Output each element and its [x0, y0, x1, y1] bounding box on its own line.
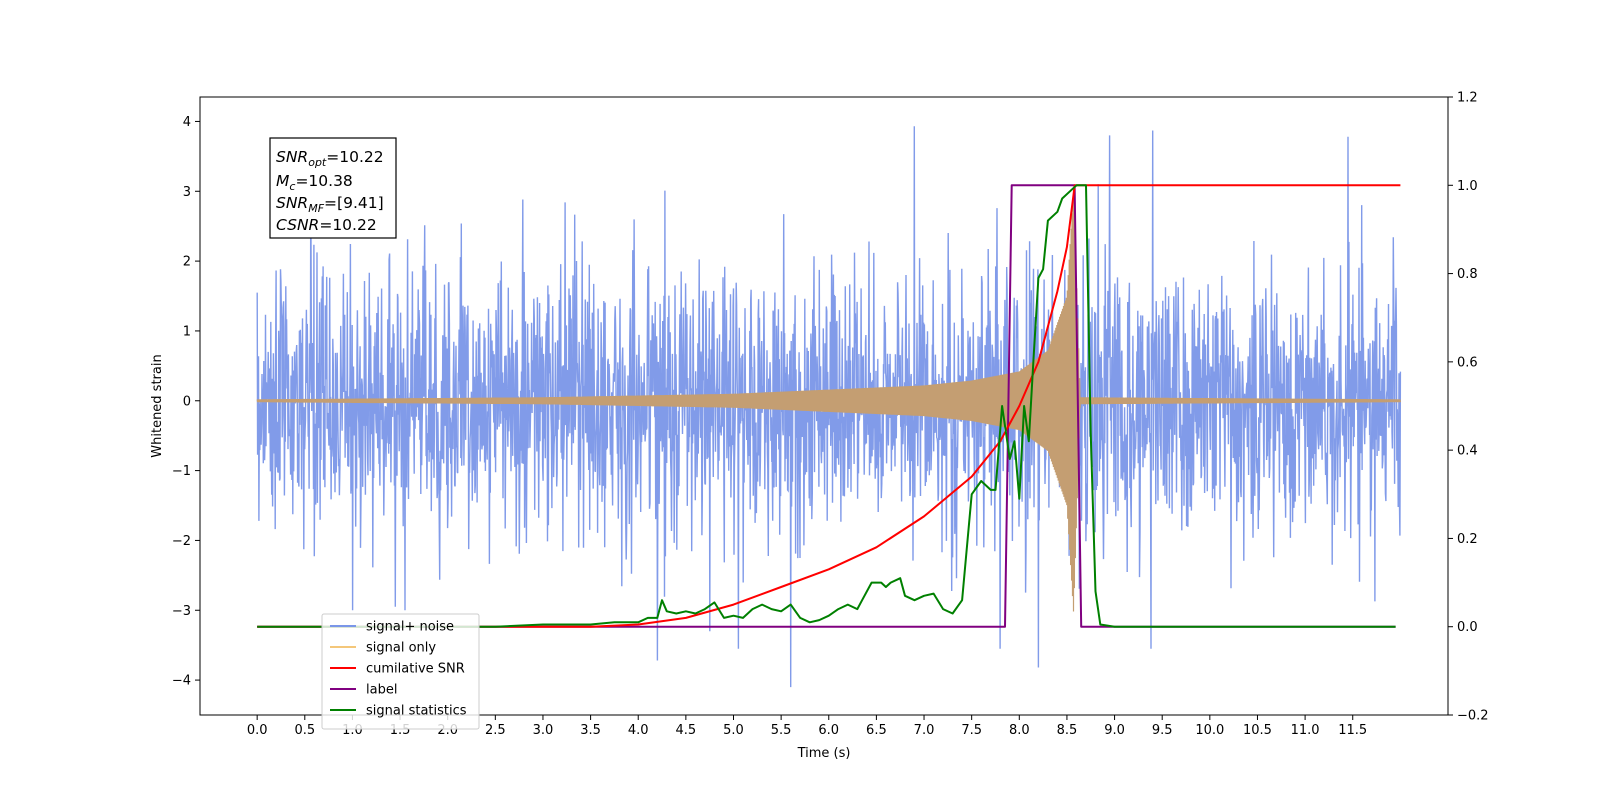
signal-only-series: [256, 197, 1401, 612]
x-tick-label: 4.0: [628, 723, 649, 738]
legend-entry-label: signal only: [366, 641, 436, 656]
y2-tick-label: −0.2: [1457, 709, 1489, 724]
y-tick-label: 4: [183, 115, 191, 130]
y-axis-label: Whitened strain: [150, 354, 165, 457]
x-tick-label: 9.5: [1152, 723, 1173, 738]
x-tick-label: 11.5: [1338, 723, 1367, 738]
x-tick-label: 11.0: [1291, 723, 1320, 738]
legend-frame: [321, 613, 480, 730]
axes: 0.0 0.5 1.0 1.5 2.0 2.5 3.0 3.5 4.0 4.5 5.0 5.5 6.0 6…: [150, 91, 1489, 762]
snr-opt-text: SNRopt=10.22: [276, 148, 384, 169]
x-tick-label: 0.0: [247, 723, 268, 738]
y-tick-label: 0: [183, 394, 191, 409]
x-tick-label: 8.0: [1009, 723, 1030, 738]
y2-tick-label: 0.8: [1457, 267, 1478, 282]
snr-info-box: SNRopt=10.22 Mc=10.38 SNRMF=[9.41] CSNR=…: [269, 137, 397, 239]
x-tick-label: 3.5: [580, 723, 601, 738]
signal-only-line: [256, 197, 1401, 612]
plot-frame: [199, 96, 1449, 716]
snr-mf-text: SNRMF=[9.41]: [276, 194, 384, 215]
cumulative-snr-line: [257, 184, 1401, 628]
x-tick-label: 10.0: [1195, 723, 1224, 738]
legend-entry-label: cumilative SNR: [366, 662, 465, 677]
signal-noise-series: [256, 126, 1402, 688]
x-tick-label: 10.5: [1243, 723, 1272, 738]
y2-tick-label: 1.2: [1457, 91, 1478, 106]
x-tick-label: 7.0: [914, 723, 935, 738]
y2-tick-label: 0.2: [1457, 532, 1478, 547]
x-tick-label: 6.5: [866, 723, 887, 738]
x-tick-label: 0.5: [294, 723, 315, 738]
legend-entry-label: signal+ noise: [366, 620, 454, 635]
snr-info-box-frame: [269, 137, 397, 239]
signal-statistics-line: [257, 184, 1396, 628]
y2-tick-label: 0.6: [1457, 355, 1478, 370]
chirp-mass-text: Mc=10.38: [276, 172, 353, 193]
signal-noise-line: [256, 126, 1402, 688]
x-tick-label: 6.0: [818, 723, 839, 738]
x-tick-label: 2.5: [485, 723, 506, 738]
y-tick-label: −3: [172, 604, 191, 619]
y-tick-label: 1: [183, 324, 191, 339]
y-tick-label: −4: [172, 674, 191, 689]
y-tick-label: −2: [172, 534, 191, 549]
x-tick-label: 7.5: [961, 723, 982, 738]
x-axis-label: Time (s): [797, 746, 851, 761]
y2-tick-label: 0.0: [1457, 620, 1478, 635]
legend: signal+ noise signal only cumilative SNR la…: [321, 613, 480, 730]
y-tick-label: 3: [183, 185, 191, 200]
x-tick-label: 3.0: [533, 723, 554, 738]
legend-entry-label: signal statistics: [366, 704, 467, 719]
x-tick-label: 4.5: [676, 723, 697, 738]
y2-tick-label: 1.0: [1457, 179, 1478, 194]
x-tick-label: 8.5: [1057, 723, 1078, 738]
y-tick-label: 2: [183, 255, 191, 270]
csnr-text: CSNR=10.22: [276, 216, 377, 234]
x-tick-label: 9.0: [1104, 723, 1125, 738]
x-tick-label: 5.5: [771, 723, 792, 738]
y-tick-label: −1: [172, 464, 191, 479]
secondary-axis-series: [257, 184, 1401, 628]
x-tick-label: 5.0: [723, 723, 744, 738]
y2-tick-label: 0.4: [1457, 444, 1478, 459]
legend-entry-label: label: [366, 683, 397, 698]
